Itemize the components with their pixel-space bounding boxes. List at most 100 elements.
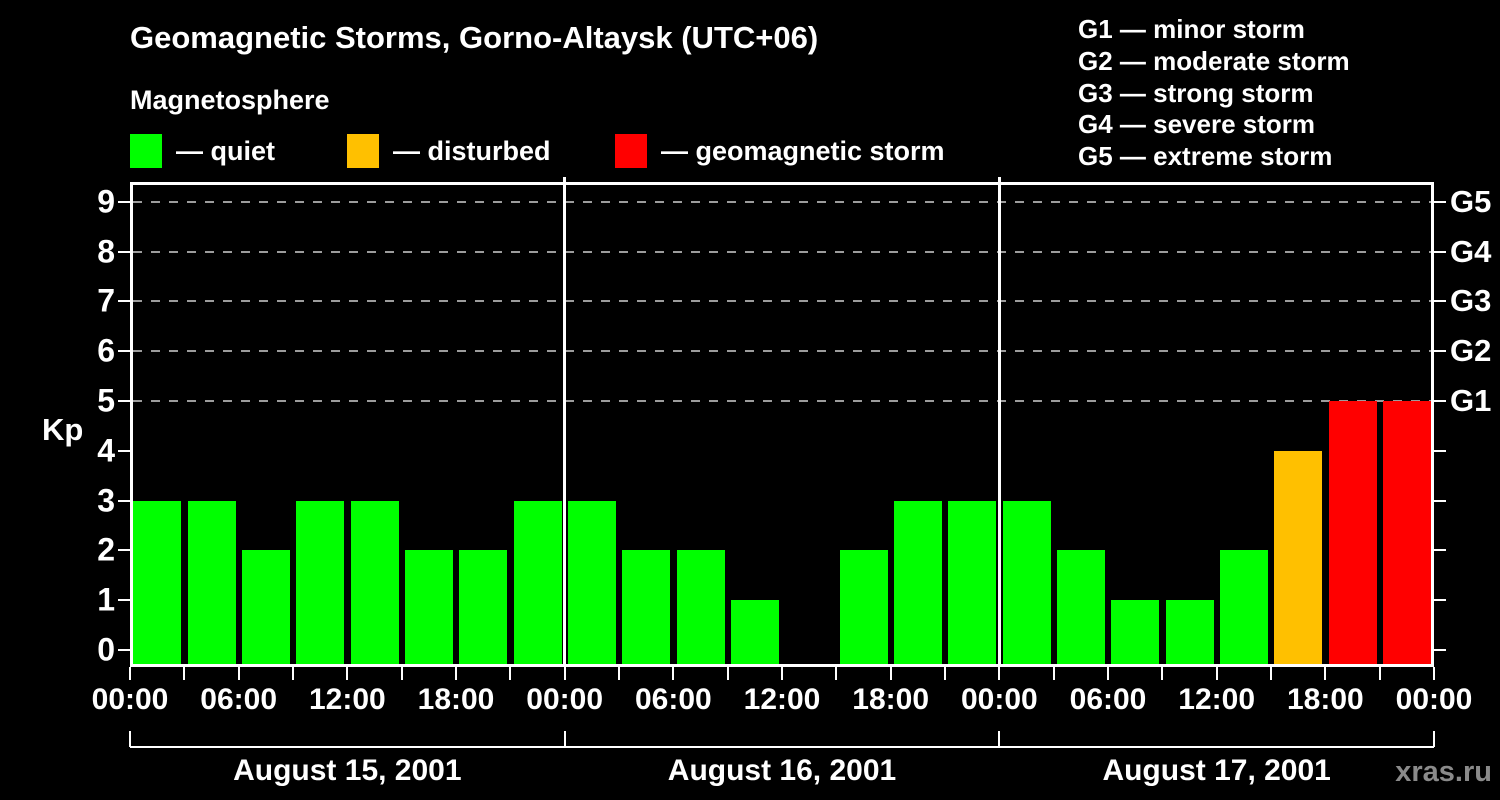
kp-bar-20 [1219,550,1268,664]
x-tick-label-0h: 00:00 [91,683,169,716]
x-tick-0h [129,667,131,680]
x-tick-45h [944,667,946,680]
y-tick-right-3 [1434,499,1446,502]
y-axis-label: Kp [42,412,84,447]
kp-bar-15 [948,500,997,664]
y-tick-label-6: 6 [97,332,115,369]
x-tick-54h [1107,667,1109,680]
legend-label-disturbed: — disturbed [393,135,551,166]
x-tick-label-18h: 18:00 [417,683,495,716]
legend-item-quiet: — quiet [130,134,275,168]
legend-item-storm: — geomagnetic storm [615,134,945,168]
right-axis-label-g3: G3 [1450,283,1492,319]
x-tick-39h [835,667,838,680]
x-tick-18h [455,667,457,680]
y-tick-label-1: 1 [97,581,115,618]
x-tick-label-36h: 12:00 [743,683,821,716]
x-tick-30h [672,667,675,680]
x-tick-15h [400,667,403,680]
x-tick-24h [563,667,566,680]
kp-bar-0 [133,500,182,664]
x-tick-3h [183,667,186,680]
y-tick-right-9 [1434,200,1446,203]
y-tick-left-3 [118,499,130,502]
kp-bar-6 [459,550,508,664]
x-tick-72h [1433,667,1435,680]
y-tick-label-9: 9 [97,183,115,220]
y-tick-left-4 [118,449,130,452]
kp-bar-21 [1274,450,1323,664]
gridline-kp5 [133,400,1431,402]
x-tick-label-72h: 00:00 [1395,683,1473,716]
kp-bar-19 [1165,600,1214,664]
kp-bar-9 [622,550,671,664]
date-label-0: August 15, 2001 [233,754,462,787]
y-tick-label-3: 3 [97,482,115,519]
y-tick-label-2: 2 [97,531,115,568]
x-tick-label-24h: 00:00 [526,683,604,716]
y-tick-label-5: 5 [97,382,115,419]
y-tick-right-7 [1434,300,1446,303]
y-tick-right-1 [1434,599,1446,602]
x-tick-label-6h: 06:00 [200,683,278,716]
x-tick-label-54h: 06:00 [1069,683,1147,716]
date-bracket-tick-2 [998,731,1001,747]
kp-bar-2 [241,550,290,664]
x-tick-label-12h: 12:00 [308,683,386,716]
x-tick-57h [1161,667,1164,680]
y-tick-left-0 [118,649,130,651]
x-tick-label-66h: 18:00 [1286,683,1364,716]
x-tick-69h [1378,667,1381,680]
date-bracket [130,746,1434,748]
x-tick-label-60h: 12:00 [1178,683,1256,716]
x-tick-9h [292,667,294,680]
kp-bar-4 [350,500,399,664]
storm-scale-g1: G1 — minor storm [1078,14,1305,44]
kp-bar-14 [893,500,942,664]
x-tick-60h [1215,667,1218,680]
y-tick-right-4 [1434,449,1446,452]
y-tick-left-2 [118,549,130,552]
gridline-kp7 [133,300,1431,303]
x-tick-42h [889,667,892,680]
legend-item-disturbed: — disturbed [347,134,551,168]
kp-bar-11 [730,600,779,664]
right-axis-label-g1: G1 [1450,383,1492,418]
kp-bar-1 [187,500,236,664]
watermark: xras.ru [1395,756,1492,788]
x-tick-66h [1324,667,1327,680]
y-tick-label-4: 4 [97,432,115,469]
x-tick-63h [1270,667,1272,680]
x-tick-21h [509,667,512,680]
y-tick-left-8 [118,250,130,253]
x-tick-12h [346,667,349,680]
kp-bar-7 [513,500,562,664]
quiet-color-swatch [130,134,162,168]
x-tick-27h [618,667,620,680]
kp-bar-16 [1002,500,1051,664]
kp-bar-8 [567,500,616,664]
storm-scale-legend: G1 — minor storm G2 — moderate storm G3 … [1078,14,1350,173]
x-tick-36h [781,667,783,680]
storm-scale-g5: G5 — extreme storm [1078,141,1333,172]
y-tick-label-0: 0 [97,631,115,668]
y-tick-right-0 [1434,649,1446,651]
date-label-1: August 16, 2001 [667,754,897,787]
x-tick-label-30h: 06:00 [634,683,712,716]
date-bracket-tick-1 [563,731,566,747]
kp-bar-23 [1382,401,1431,664]
kp-bar-13 [839,550,888,664]
right-axis-label-g5: G5 [1450,183,1492,219]
gridline-kp9 [133,200,1431,203]
right-axis-label-g4: G4 [1450,233,1492,269]
legend-label-quiet: — quiet [176,135,275,166]
chart-subtitle: Magnetosphere [130,85,330,115]
y-tick-left-6 [118,350,130,353]
x-tick-label-42h: 18:00 [852,683,930,716]
y-tick-right-6 [1434,350,1446,353]
y-tick-left-5 [118,400,130,402]
kp-bar-22 [1328,401,1377,664]
kp-bar-18 [1111,600,1160,664]
y-tick-left-1 [118,599,130,602]
storm-color-swatch [615,134,647,168]
